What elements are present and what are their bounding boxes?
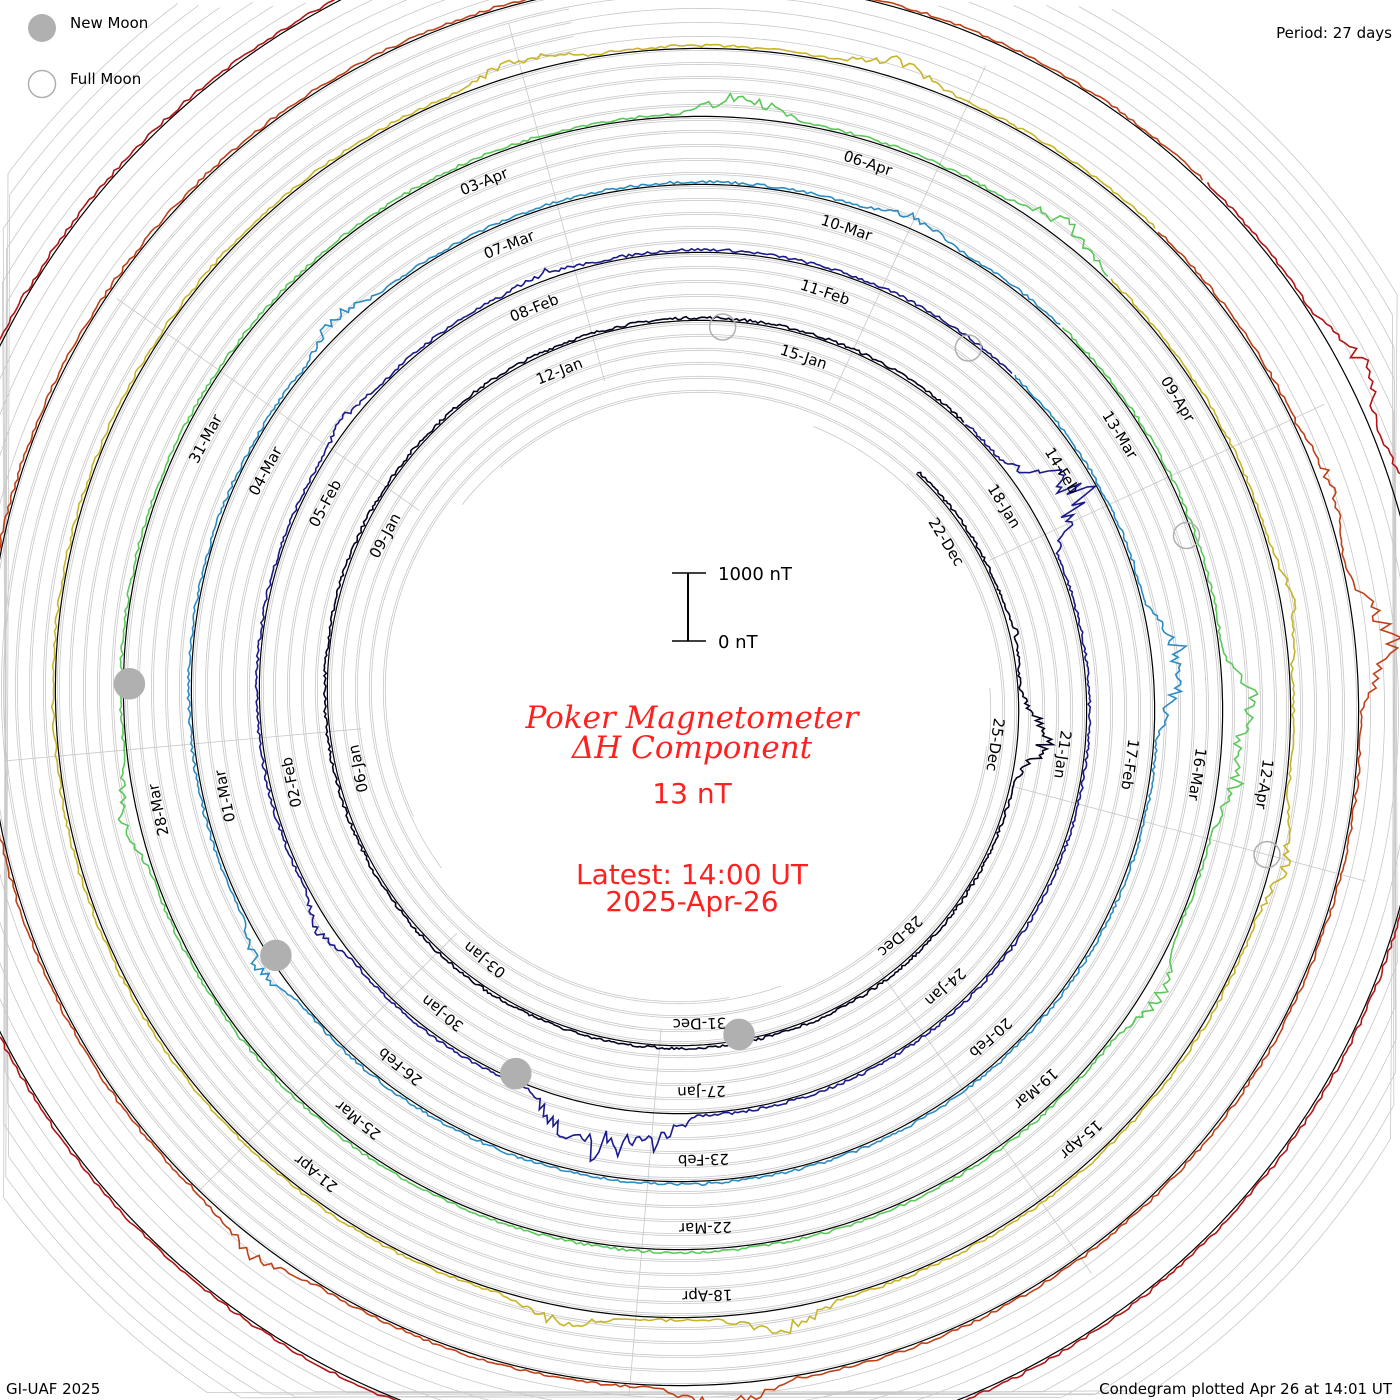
chart-title-line2: ΔH Component [571,730,813,766]
grid-ring [17,23,1328,1356]
scale-bottom-label: 0 nT [718,632,759,653]
date-label: 28-Mar [144,781,173,837]
new-moon-legend-label: New Moon [70,14,148,32]
date-label: 23-Feb [678,1150,730,1170]
footer-plot-time: Condegram plotted Apr 26 at 14:01 UT [1099,1380,1393,1398]
new-moon-legend-icon [28,14,56,42]
date-label: 17-Feb [1117,738,1142,791]
date-label: 25-Dec [983,717,1009,773]
date-label: 08-Feb [507,290,561,326]
date-label: 22-Dec [925,514,968,569]
date-label: 02-Feb [278,755,306,809]
latest-date: 2025-Apr-26 [605,885,778,918]
date-label: 11-Feb [798,276,852,309]
grid-ring [0,0,1357,1384]
new-moon-marker-3 [501,1059,531,1089]
date-label: 26-Feb [375,1044,426,1090]
footer-credit: GI-UAF 2025 [6,1380,100,1398]
date-label: 06-Apr [841,147,895,180]
scale-top-label: 1000 nT [718,564,793,585]
new-moon-marker-1 [724,1019,754,1049]
date-label: 03-Apr [457,164,511,200]
period-label: Period: 27 days [1276,24,1392,42]
date-label: 27-Jan [677,1082,726,1101]
date-label: 01-Mar [211,768,240,824]
date-label: 22-Mar [678,1218,732,1238]
full-moon-legend-label: Full Moon [70,70,141,88]
date-label: 15-Jan [778,341,830,373]
new-moon-marker-7 [114,669,144,699]
date-label: 09-Jan [366,510,405,561]
date-label: 12-Jan [533,354,585,389]
date-label: 21-Jan [1050,729,1075,780]
date-label: 06-Jan [344,743,371,794]
date-label: 31-Dec [672,1014,726,1034]
full-moon-legend-icon [29,71,56,98]
date-label: 16-Mar [1184,747,1210,803]
new-moon-marker-5 [261,940,291,970]
date-label: 18-Apr [681,1286,732,1306]
date-label: 12-Apr [1252,758,1277,811]
grid-ring-outer [5,3,1397,1392]
grid-spoke [1009,785,1366,881]
current-value: 13 nT [652,777,732,810]
